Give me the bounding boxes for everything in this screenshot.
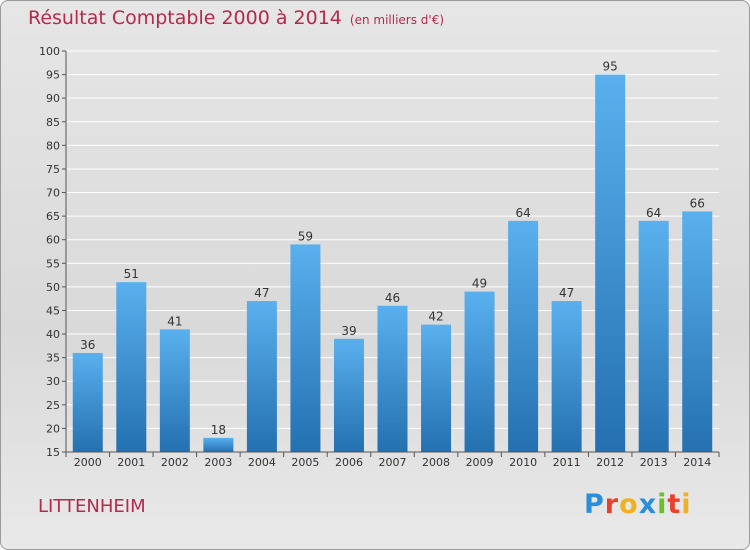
x-tick-label: 2007 [379,456,407,469]
bar-2011 [551,301,582,452]
y-tick-label: 95 [46,69,60,82]
bar-2014 [682,211,713,452]
x-tick-label: 2005 [291,456,319,469]
bar-value-label: 59 [298,229,313,243]
x-tick-label: 2002 [161,456,189,469]
y-tick-label: 45 [46,304,60,317]
y-axis: 15 20 25 30 35 40 45 50 55 60 65 70 75 80 85 90 95 100 [39,45,67,459]
bar-value-label: 51 [124,267,139,281]
x-tick-label: 2012 [596,456,624,469]
y-tick-label: 40 [46,328,60,341]
x-tick-label: 2000 [74,456,102,469]
bar-2007 [377,305,408,452]
bar-2000 [72,352,103,452]
bar-value-label: 18 [211,423,226,437]
logo-letter: i [681,489,692,520]
x-tick-label: 2004 [248,456,276,469]
bar-2001 [116,282,147,452]
y-tick-label: 75 [46,163,60,176]
y-tick-label: 80 [46,139,60,152]
bar-2004 [246,301,277,452]
bar-2013 [638,220,669,452]
bar-value-label: 42 [428,310,443,324]
x-tick-label: 2008 [422,456,450,469]
x-axis: 2000 2001 2002 2003 2004 2005 2006 2007 2008 2009… [65,451,720,469]
y-tick-label: 15 [46,446,60,459]
bar-value-label: 64 [515,206,530,220]
bar-2010 [508,220,539,452]
logo-letter: i [657,489,668,520]
bar-value-label: 41 [167,314,182,328]
bar-2009 [464,291,495,452]
title-main: Résultat Comptable 2000 à 2014 [28,7,342,29]
y-tick-label: 25 [46,399,60,412]
logo-letter: r [604,489,620,520]
bar-value-label: 64 [646,206,661,220]
x-tick-label: 2014 [683,456,711,469]
bars: 36 51 41 18 47 59 39 46 42 49 64 47 95 64 66 [72,60,713,453]
proxiti-logo[interactable]: Proxiti [584,489,692,520]
bar-value-label: 39 [341,324,356,338]
x-tick-label: 2009 [466,456,494,469]
bar-value-label: 95 [603,60,618,74]
y-tick-label: 30 [46,375,60,388]
bar-value-label: 47 [254,286,269,300]
title-unit: (en milliers d'€) [349,13,445,27]
y-tick-label: 90 [46,92,60,105]
bar-value-label: 66 [690,196,705,210]
bar-2012 [595,74,626,453]
y-tick-label: 20 [46,422,60,435]
x-tick-label: 2013 [640,456,668,469]
commune-name: LITTENHEIM [38,496,146,517]
bar-2002 [159,329,190,452]
x-tick-label: 2010 [509,456,537,469]
y-tick-label: 35 [46,352,60,365]
y-tick-label: 65 [46,210,60,223]
bar-2005 [290,244,321,452]
bar-value-label: 46 [385,291,400,305]
bar-2003 [203,437,234,452]
x-tick-label: 2001 [117,456,145,469]
logo-letter: o [619,489,639,520]
y-tick-label: 100 [39,45,60,58]
logo-letter: t [667,489,682,520]
bar-value-label: 47 [559,286,574,300]
y-tick-label: 85 [46,116,60,129]
y-tick-label: 50 [46,281,60,294]
bar-value-label: 49 [472,277,487,291]
x-tick-label: 2006 [335,456,363,469]
y-tick-label: 55 [46,257,60,270]
y-tick-label: 60 [46,234,60,247]
bar-2008 [421,324,452,452]
logo-letter: x [638,489,658,520]
logo-letter: P [584,489,605,520]
chart-title: Résultat Comptable 2000 à 2014 (en millie… [28,7,444,29]
bar-2006 [333,338,364,452]
y-tick-label: 70 [46,187,60,200]
bar-value-label: 36 [80,338,95,352]
x-tick-label: 2011 [553,456,581,469]
x-tick-label: 2003 [204,456,232,469]
